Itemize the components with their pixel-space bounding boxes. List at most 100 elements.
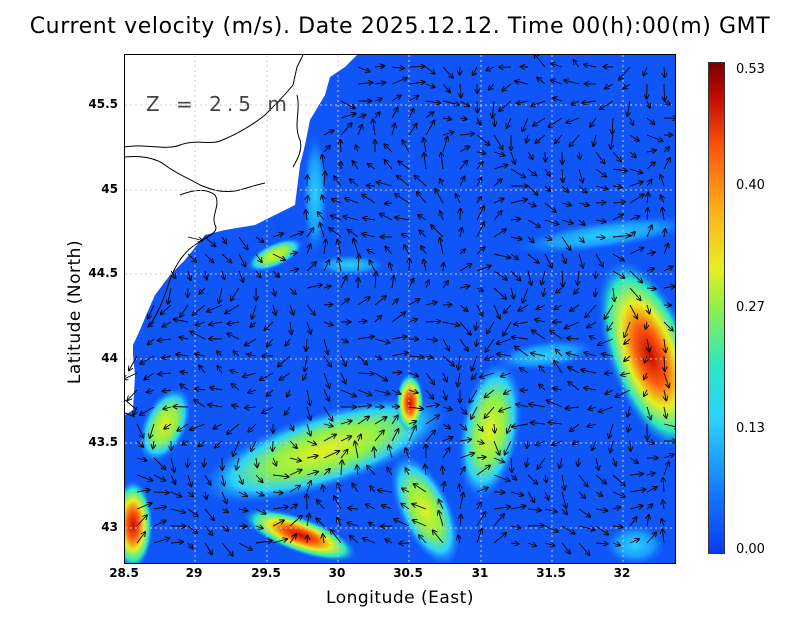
- velocity-arrow: [153, 474, 165, 481]
- velocity-arrow: [460, 83, 461, 98]
- velocity-arrow: [476, 512, 486, 527]
- velocity-arrow: [306, 456, 318, 458]
- velocity-arrow: [337, 518, 342, 527]
- depth-label: Z = 2.5 m: [146, 92, 292, 116]
- velocity-arrow: [442, 338, 449, 351]
- velocity-arrow: [551, 64, 563, 68]
- velocity-arrow: [158, 373, 172, 374]
- velocity-arrow: [306, 321, 311, 334]
- velocity-arrow: [425, 84, 435, 87]
- velocity-arrow: [418, 215, 427, 221]
- velocity-arrow: [517, 101, 529, 104]
- velocity-arrow: [588, 407, 597, 410]
- velocity-arrow: [408, 279, 414, 289]
- velocity-arrow: [250, 321, 257, 327]
- velocity-arrow: [289, 253, 297, 254]
- velocity-arrow: [595, 492, 603, 496]
- velocity-arrow: [459, 304, 468, 311]
- velocity-arrow: [198, 440, 206, 446]
- velocity-arrow: [380, 214, 393, 221]
- velocity-arrow: [424, 153, 426, 170]
- velocity-arrow: [520, 368, 529, 374]
- velocity-arrow: [621, 373, 631, 375]
- velocity-arrow: [395, 217, 410, 220]
- velocity-arrow: [599, 406, 614, 412]
- velocity-arrow: [289, 504, 297, 510]
- velocity-arrow: [493, 457, 504, 462]
- velocity-arrow: [209, 322, 223, 325]
- velocity-arrow: [595, 287, 596, 296]
- velocity-arrow: [644, 372, 647, 379]
- velocity-arrow: [378, 490, 393, 492]
- velocity-arrow: [510, 168, 525, 178]
- velocity-arrow: [663, 423, 675, 428]
- x-tick-label: 30: [328, 566, 346, 580]
- velocity-arrow: [340, 372, 346, 384]
- velocity-arrow: [646, 117, 655, 124]
- velocity-arrow: [527, 474, 537, 484]
- x-tick-label: 29.5: [251, 566, 281, 580]
- velocity-arrow: [187, 525, 197, 533]
- velocity-arrow: [161, 304, 172, 314]
- velocity-arrow: [443, 263, 444, 272]
- velocity-arrow: [624, 338, 631, 344]
- velocity-arrow: [347, 523, 359, 526]
- velocity-arrow: [289, 486, 300, 493]
- velocity-arrow: [357, 373, 374, 374]
- velocity-arrow: [391, 67, 404, 68]
- velocity-arrow: [493, 287, 506, 299]
- velocity-arrow: [127, 389, 138, 400]
- velocity-arrow: [147, 390, 155, 392]
- velocity-arrow: [207, 304, 223, 312]
- velocity-arrow: [358, 255, 359, 272]
- velocity-arrow: [458, 355, 460, 370]
- velocity-arrow: [402, 234, 410, 237]
- velocity-arrow: [248, 390, 257, 393]
- y-tick-label: 45.5: [88, 97, 118, 111]
- velocity-arrow: [536, 440, 546, 445]
- velocity-arrow: [148, 322, 155, 327]
- velocity-arrow: [357, 125, 362, 136]
- velocity-arrow: [527, 270, 531, 285]
- velocity-arrow: [221, 525, 228, 531]
- velocity-arrow: [612, 491, 625, 497]
- velocity-arrow: [413, 520, 427, 527]
- velocity-arrow: [647, 515, 649, 527]
- velocity-arrow: [459, 406, 467, 414]
- velocity-arrow: [267, 389, 274, 396]
- velocity-arrow: [561, 525, 575, 534]
- velocity-arrow: [663, 454, 674, 458]
- velocity-arrow: [646, 288, 656, 289]
- velocity-arrow: [307, 244, 311, 255]
- velocity-arrow: [374, 338, 390, 343]
- velocity-arrow: [355, 441, 359, 459]
- velocity-arrow: [664, 338, 666, 352]
- velocity-arrow: [485, 406, 495, 418]
- velocity-arrow: [374, 66, 384, 67]
- velocity-arrow: [306, 228, 314, 238]
- velocity-arrow: [340, 123, 352, 136]
- velocity-arrow: [628, 423, 630, 432]
- velocity-arrow: [553, 388, 563, 390]
- velocity-arrow: [392, 123, 395, 136]
- velocity-arrow: [340, 140, 341, 153]
- velocity-arrow: [425, 66, 435, 74]
- velocity-arrow: [357, 389, 372, 395]
- velocity-arrow: [629, 134, 639, 141]
- velocity-arrow: [136, 503, 152, 510]
- velocity-arrow: [210, 388, 223, 391]
- velocity-arrow: [222, 474, 224, 486]
- velocity-arrow: [363, 218, 376, 220]
- velocity-arrow: [374, 99, 382, 102]
- velocity-arrow: [273, 304, 276, 315]
- velocity-arrow: [252, 304, 257, 319]
- velocity-arrow: [630, 440, 631, 451]
- velocity-arrow: [660, 175, 665, 187]
- velocity-arrow: [624, 355, 631, 361]
- velocity-arrow: [357, 321, 366, 322]
- velocity-arrow: [170, 474, 175, 484]
- velocity-arrow: [612, 186, 622, 187]
- velocity-arrow: [340, 339, 348, 342]
- velocity-arrow: [408, 82, 425, 84]
- velocity-arrow: [439, 511, 444, 527]
